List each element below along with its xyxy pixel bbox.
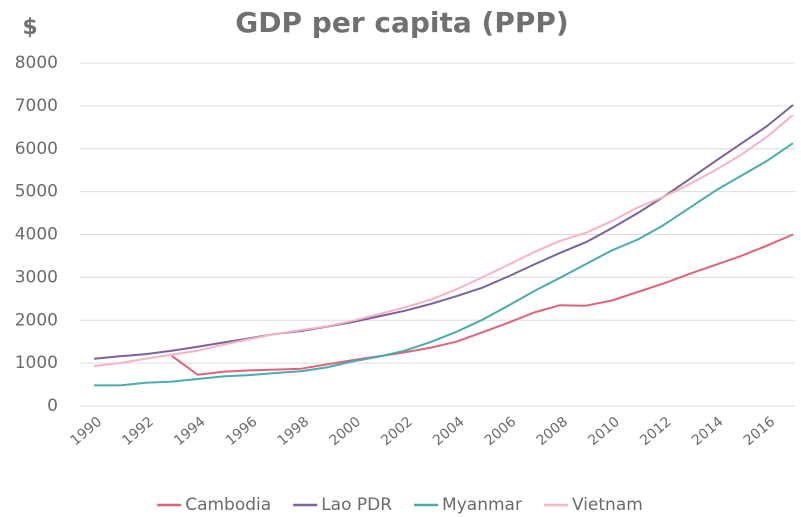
x-tick-label: 2002 — [378, 414, 416, 449]
x-tick-label: 2000 — [326, 414, 364, 449]
x-tick-label: 1990 — [68, 414, 106, 449]
series-line — [93, 114, 794, 368]
x-tick-label: 1996 — [223, 414, 261, 449]
y-tick-label: 3000 — [15, 267, 58, 287]
x-tick-label: 2010 — [585, 414, 623, 449]
y-tick-label: 4000 — [15, 225, 58, 245]
y-tick-label: 8000 — [15, 53, 58, 73]
legend-label: Cambodia — [185, 495, 271, 515]
series-line — [93, 104, 794, 360]
y-tick-label: 1000 — [15, 353, 58, 373]
y-tick-label: 0 — [47, 396, 58, 416]
x-tick-label: 2004 — [430, 414, 468, 449]
x-tick-label: 2008 — [534, 414, 572, 449]
legend-label: Myanmar — [442, 495, 522, 515]
legend-label: Lao PDR — [321, 495, 392, 515]
y-tick-label: 2000 — [15, 310, 58, 330]
x-tick-label: 1994 — [171, 414, 209, 449]
x-tick-label: 2012 — [637, 414, 675, 449]
x-tick-label: 1992 — [119, 414, 157, 449]
y-tick-label: 5000 — [15, 182, 58, 202]
series-line — [171, 233, 794, 376]
x-tick-label: 1998 — [275, 414, 313, 449]
y-tick-label: 7000 — [15, 96, 58, 116]
chart-title: GDP per capita (PPP) — [235, 6, 568, 39]
legend-label: Vietnam — [572, 495, 643, 515]
series-line — [94, 142, 794, 387]
x-tick-label: 2016 — [741, 414, 779, 449]
x-tick-label: 2006 — [482, 414, 520, 449]
y-tick-label: 6000 — [15, 139, 58, 159]
x-tick-label: 2014 — [689, 414, 727, 449]
y-axis-label: $ — [22, 15, 37, 40]
